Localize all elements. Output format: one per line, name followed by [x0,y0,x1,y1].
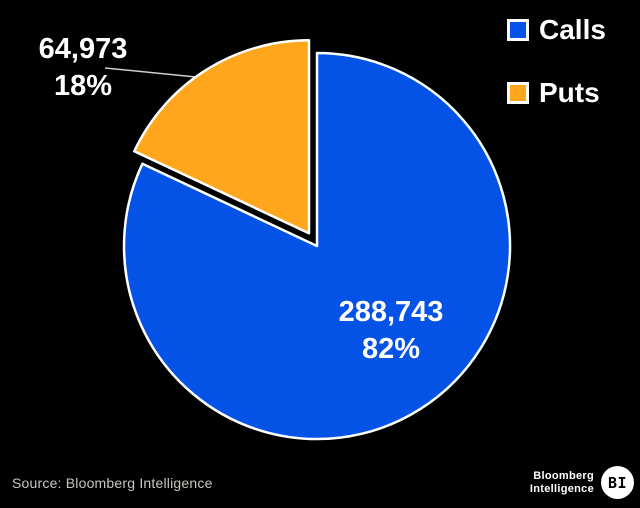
brand-wordmark: Bloomberg Intelligence [530,470,594,496]
calls-pct-label: 82% [361,333,421,365]
puts-value-label: 64,973 [38,33,128,65]
source-attribution: Source: Bloomberg Intelligence [12,475,213,491]
pie-slices-group [122,39,512,441]
bi-badge-icon: BI [601,466,634,499]
pie-slice-puts [133,39,311,235]
puts-data-label: 64,973 18% [8,31,158,105]
puts-pct-label: 18% [53,70,113,102]
puts-leader-line [104,67,207,79]
legend-item-puts: Puts [507,77,606,108]
legend-label-calls: Calls [539,14,606,45]
puts-swatch-icon [507,82,529,104]
bloomberg-intelligence-logo: Bloomberg Intelligence BI [530,466,634,499]
calls-value-label: 288,743 [338,296,444,328]
calls-data-label: 288,743 82% [281,294,501,368]
brand-line2: Intelligence [529,482,594,495]
pie-slice-calls [122,51,512,441]
legend-item-calls: Calls [507,14,606,45]
legend-label-puts: Puts [539,77,600,108]
brand-line1: Bloomberg [533,469,594,482]
legend: Calls Puts [507,14,606,108]
calls-swatch-icon [507,19,529,41]
